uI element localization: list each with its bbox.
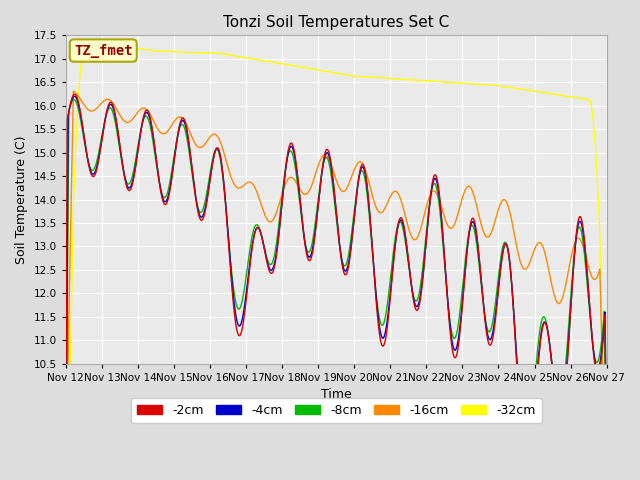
Title: Tonzi Soil Temperatures Set C: Tonzi Soil Temperatures Set C xyxy=(223,15,449,30)
Text: TZ_fmet: TZ_fmet xyxy=(74,44,132,58)
Legend: -2cm, -4cm, -8cm, -16cm, -32cm: -2cm, -4cm, -8cm, -16cm, -32cm xyxy=(131,397,541,423)
X-axis label: Time: Time xyxy=(321,388,351,401)
Y-axis label: Soil Temperature (C): Soil Temperature (C) xyxy=(15,135,28,264)
